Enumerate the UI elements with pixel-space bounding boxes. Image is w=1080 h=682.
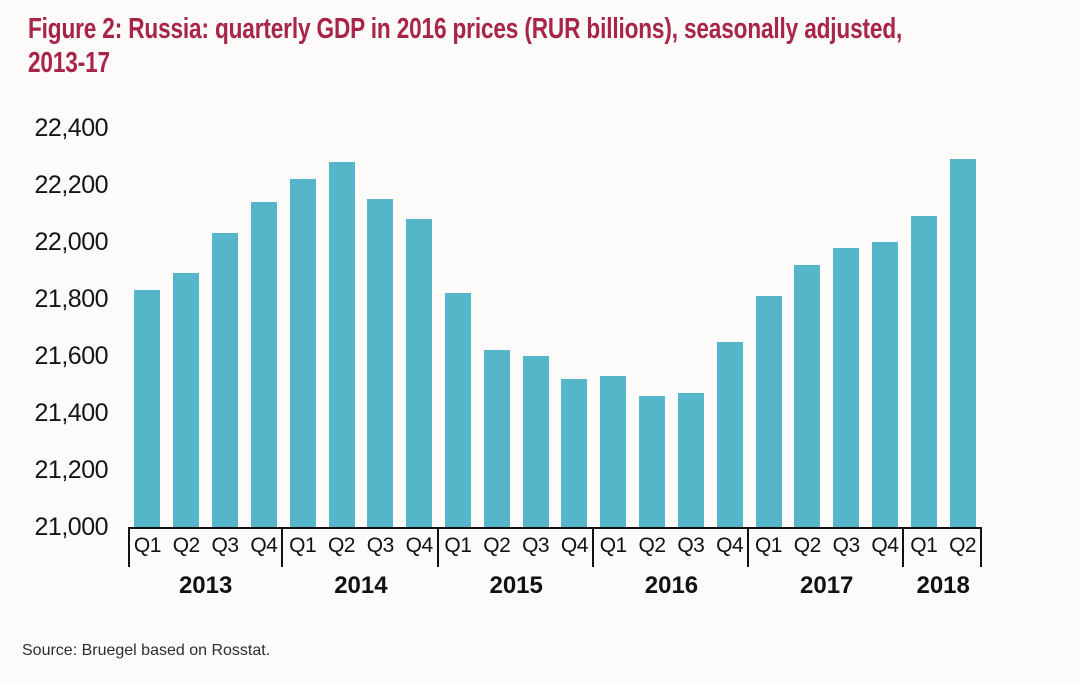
x-axis-quarter-label: Q1	[133, 534, 162, 557]
bar-2013-q2	[173, 273, 200, 527]
x-axis-year-label: 2018	[916, 572, 970, 599]
bar-2017-q1	[755, 296, 782, 527]
x-axis-quarter-label: Q4	[405, 534, 434, 557]
x-axis-quarter-label: Q1	[599, 534, 628, 557]
x-axis-quarter-label: Q3	[677, 534, 705, 557]
x-axis-year-label: 2013	[178, 572, 233, 599]
source-note: Source: Bruegel based on Rosstat.	[22, 642, 271, 659]
x-axis-quarter-label: Q1	[754, 534, 783, 557]
x-axis-quarter-label: Q1	[289, 534, 317, 557]
figure-title-line1: Figure 2: Russia: quarterly GDP in 2016 …	[28, 13, 903, 45]
bar-2018-q1	[910, 216, 937, 527]
bar-2013-q1	[134, 290, 161, 527]
x-axis-year-label: 2015	[489, 572, 543, 599]
x-axis-year-divider	[591, 527, 594, 567]
x-axis-quarter-label: Q2	[638, 534, 667, 557]
x-axis-year-label: 2016	[644, 572, 699, 599]
figure-title: Figure 2: Russia: quarterly GDP in 2016 …	[28, 12, 1073, 80]
bar-2017-q3	[833, 247, 860, 527]
bar-2016-q4	[716, 341, 743, 527]
x-axis-year-divider	[902, 527, 905, 567]
bar-2017-q4	[871, 242, 898, 527]
bar-2014-q3	[367, 199, 394, 527]
x-axis-year-divider	[281, 527, 284, 567]
x-axis-quarter-label: Q3	[832, 534, 861, 557]
y-axis-tick-label: 22,400	[34, 114, 109, 142]
figure-title-line2: 2013-17	[28, 47, 110, 79]
bar-2018-q2	[949, 159, 976, 527]
x-axis-quarter-label: Q1	[910, 534, 938, 557]
x-axis-year-label: 2017	[800, 572, 854, 599]
x-axis-line	[128, 527, 982, 529]
x-axis-year-label: 2014	[334, 572, 388, 599]
bar-2015-q2	[483, 350, 510, 527]
bar-2014-q1	[289, 179, 316, 527]
bar-2017-q2	[794, 264, 821, 527]
y-axis-tick-label: 21,600	[34, 342, 109, 370]
x-axis-quarter-label: Q3	[522, 534, 550, 557]
y-axis-tick-label: 21,400	[34, 399, 109, 427]
x-axis-quarter-label: Q2	[172, 534, 201, 557]
x-axis-quarter-label: Q2	[949, 534, 977, 557]
x-axis-quarter-label: Q3	[211, 534, 240, 557]
x-axis-quarter-label: Q2	[483, 534, 511, 557]
bar-2015-q4	[561, 378, 588, 527]
bar-2016-q1	[600, 375, 627, 527]
y-axis-tick-label: 21,800	[34, 285, 109, 313]
bar-2016-q2	[639, 395, 666, 527]
x-axis-year-divider	[980, 527, 982, 567]
y-axis-tick-label: 22,200	[34, 171, 109, 199]
x-axis-quarter-label: Q2	[793, 534, 822, 557]
x-axis-quarter-label: Q4	[871, 534, 899, 557]
x-axis-quarter-label: Q4	[716, 534, 744, 557]
bar-2015-q3	[522, 356, 549, 527]
x-axis-quarter-label: Q1	[444, 534, 472, 557]
x-axis-quarter-label: Q4	[250, 534, 278, 557]
x-axis-year-divider	[436, 527, 439, 567]
bar-2015-q1	[444, 293, 471, 527]
bar-2014-q2	[328, 162, 355, 527]
x-axis-year-divider	[747, 527, 750, 567]
bar-2016-q3	[677, 393, 704, 527]
bar-2013-q3	[212, 233, 239, 527]
x-axis-quarter-label: Q3	[366, 534, 395, 557]
x-axis-quarter-label: Q2	[327, 534, 356, 557]
y-axis-tick-label: 21,000	[34, 513, 109, 541]
x-axis-quarter-label: Q4	[560, 534, 589, 557]
bar-2013-q4	[250, 202, 277, 527]
bar-2014-q4	[406, 219, 433, 527]
y-axis-tick-label: 22,000	[34, 228, 109, 256]
x-axis-year-divider	[128, 527, 130, 567]
y-axis-tick-label: 21,200	[34, 456, 109, 484]
